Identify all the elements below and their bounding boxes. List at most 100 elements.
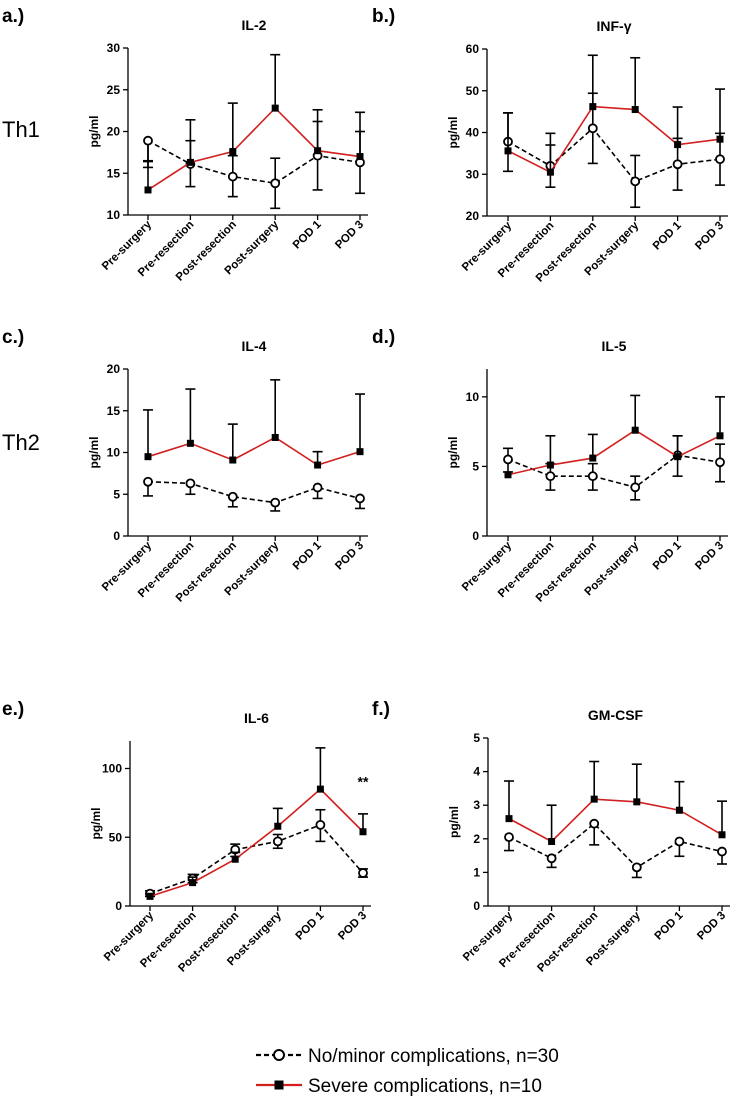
data-point <box>356 153 364 161</box>
series-severe <box>145 747 368 900</box>
y-tick-label: 0 <box>115 899 122 913</box>
series-severe <box>143 53 365 194</box>
x-tick-label: POD 3 <box>336 910 369 943</box>
data-point <box>546 853 557 864</box>
x-tick-label: POD 3 <box>693 540 726 573</box>
data-point <box>231 855 239 863</box>
y-tick-label: 15 <box>107 404 121 418</box>
legend-item-severe: Severe complications, n=10 <box>256 1076 542 1097</box>
row-label-th1: Th1 <box>2 117 40 142</box>
legend-marker <box>274 1080 284 1090</box>
data-point <box>545 471 556 482</box>
y-tick-label: 5 <box>113 487 120 501</box>
panel-letter: f.) <box>372 699 390 720</box>
series-line <box>507 105 721 174</box>
data-point <box>589 818 600 829</box>
data-point <box>674 836 685 847</box>
data-point <box>227 491 238 502</box>
data-point <box>715 457 725 468</box>
chart-title: INF-γ <box>597 18 632 34</box>
chart-panel-1: a.) IL-21015202530pg/mlPre-surgeryPre-res… <box>2 6 368 284</box>
data-point <box>186 439 194 447</box>
y-tick-label: 15 <box>107 166 121 180</box>
data-point <box>144 186 152 194</box>
y-tick-label: 25 <box>107 83 121 97</box>
y-tick-label: 2 <box>473 832 480 846</box>
y-tick-label: 10 <box>466 390 480 404</box>
y-axis-label: pg/ml <box>447 806 461 838</box>
y-axis-label: pg/ml <box>89 808 103 840</box>
series-no-minor <box>145 808 368 899</box>
y-axis-label: pg/ml <box>446 117 460 149</box>
data-point <box>675 806 683 814</box>
data-point <box>229 456 237 464</box>
chart-panel-2: b.) INF-γ2030405060pg/mlPre-surgeryPre-re… <box>372 6 728 285</box>
chart-panel-3: c.) IL-405101520pg/mlPre-surgeryPre-resec… <box>2 327 368 605</box>
chart-title: IL-5 <box>602 338 627 354</box>
data-point <box>143 135 153 146</box>
data-point <box>503 454 513 465</box>
x-tick-label: POD 1 <box>651 539 684 572</box>
data-point <box>716 135 724 143</box>
data-point <box>504 471 512 479</box>
series-severe <box>503 54 725 176</box>
series-line <box>507 429 721 476</box>
y-tick-label: 60 <box>466 42 480 56</box>
x-tick-label: POD 3 <box>693 220 726 253</box>
legend-label: Severe complications, n=10 <box>308 1076 542 1097</box>
data-point <box>316 785 324 793</box>
chart-panel-4: d.) IL-50510pg/mlPre-surgeryPre-resection… <box>372 327 728 605</box>
data-point <box>314 461 322 469</box>
panel-letter: a.) <box>2 6 24 27</box>
row-label-th2: Th2 <box>2 430 40 455</box>
series-severe <box>504 760 727 845</box>
series-no-minor <box>143 120 365 210</box>
data-point <box>590 795 598 803</box>
y-tick-label: 10 <box>107 446 121 460</box>
y-axis-label: pg/ml <box>87 116 101 148</box>
data-point <box>271 433 279 441</box>
chart-panel-5: e.) IL-6050100pg/mlPre-surgeryPre-resecti… <box>2 699 371 975</box>
data-point <box>718 831 726 839</box>
data-point <box>674 453 682 461</box>
y-tick-label: 5 <box>472 459 479 473</box>
data-point <box>271 104 279 112</box>
y-tick-label: 0 <box>472 529 479 543</box>
data-point <box>546 461 554 469</box>
data-point <box>546 168 554 176</box>
y-tick-label: 20 <box>107 125 121 139</box>
series-line <box>508 798 723 843</box>
y-tick-label: 4 <box>473 765 480 779</box>
panel-letter: b.) <box>372 6 395 27</box>
y-tick-label: 1 <box>473 865 480 879</box>
significance-annotation: ** <box>358 773 369 789</box>
series-line <box>147 106 361 191</box>
data-point <box>630 176 641 187</box>
data-point <box>589 454 597 462</box>
series-severe <box>504 394 725 479</box>
series-no-minor <box>143 476 365 512</box>
y-tick-label: 40 <box>466 126 480 140</box>
y-axis-label: pg/ml <box>87 437 101 469</box>
panel-letter: c.) <box>2 327 24 348</box>
data-point <box>146 892 154 900</box>
data-point <box>312 482 323 493</box>
y-tick-label: 3 <box>473 798 480 812</box>
data-point <box>143 476 153 487</box>
series-line <box>507 127 721 183</box>
data-point <box>189 879 197 887</box>
series-line <box>147 436 361 466</box>
y-tick-label: 20 <box>107 362 121 376</box>
data-point <box>633 798 641 806</box>
series-no-minor <box>503 92 725 209</box>
data-point <box>272 836 283 847</box>
chart-title: IL-6 <box>244 710 269 726</box>
data-point <box>355 493 365 504</box>
data-point <box>144 453 152 461</box>
chart-panels: a.) IL-21015202530pg/mlPre-surgeryPre-res… <box>2 6 730 975</box>
y-tick-label: 30 <box>107 41 121 55</box>
data-point <box>358 868 368 878</box>
chart-title: GM-CSF <box>588 707 644 723</box>
data-point <box>274 822 282 830</box>
